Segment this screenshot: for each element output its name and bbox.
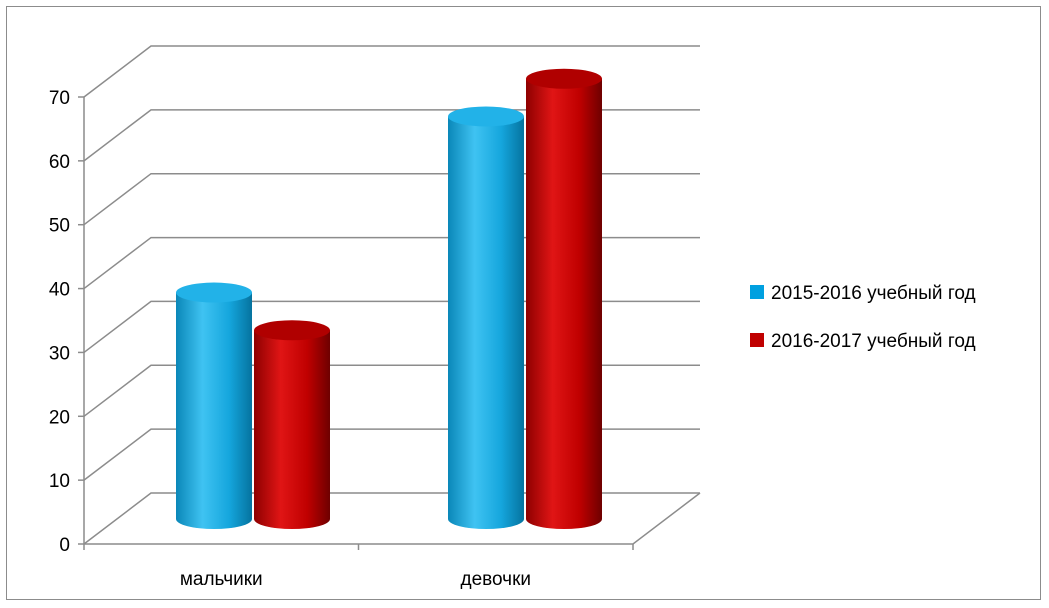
y-tick-label: 50	[49, 216, 70, 237]
bar-top	[448, 106, 524, 127]
legend-swatch	[750, 333, 764, 347]
legend-label: 2015-2016 учебный год	[771, 283, 976, 304]
bar-cylinder	[254, 320, 330, 529]
gridline	[83, 45, 700, 98]
x-axis: мальчики девочки	[83, 544, 634, 590]
bar-body	[448, 116, 524, 529]
bar-cylinder	[526, 68, 602, 529]
bar-top	[526, 68, 602, 89]
x-category-label: девочки	[460, 569, 531, 590]
gridline	[83, 109, 700, 162]
y-axis-ticks: 0 10 20 30 40 50 60 70	[49, 88, 84, 556]
bar-body	[526, 78, 602, 529]
y-tick-label: 70	[49, 88, 70, 109]
legend: 2015-2016 учебный год 2016-2017 учебный г…	[750, 283, 976, 352]
bar-body	[254, 330, 330, 529]
bars	[176, 68, 602, 529]
legend-swatch	[750, 285, 764, 299]
bar-top	[176, 282, 252, 303]
gridline	[83, 236, 700, 290]
bar-cylinder	[176, 282, 252, 529]
bar-body	[176, 292, 252, 529]
y-tick-label: 40	[49, 280, 70, 301]
y-tick-label: 10	[49, 471, 70, 492]
y-tick-label: 0	[59, 535, 70, 556]
y-tick-label: 20	[49, 407, 70, 428]
chart-frame	[6, 6, 1041, 600]
gridline	[83, 172, 700, 226]
y-tick-label: 60	[49, 152, 70, 173]
y-tick-label: 30	[49, 343, 70, 364]
bar-cylinder	[448, 106, 524, 529]
x-category-label: мальчики	[180, 569, 263, 590]
bar-top	[254, 320, 330, 341]
legend-label: 2016-2017 учебный год	[771, 331, 976, 352]
